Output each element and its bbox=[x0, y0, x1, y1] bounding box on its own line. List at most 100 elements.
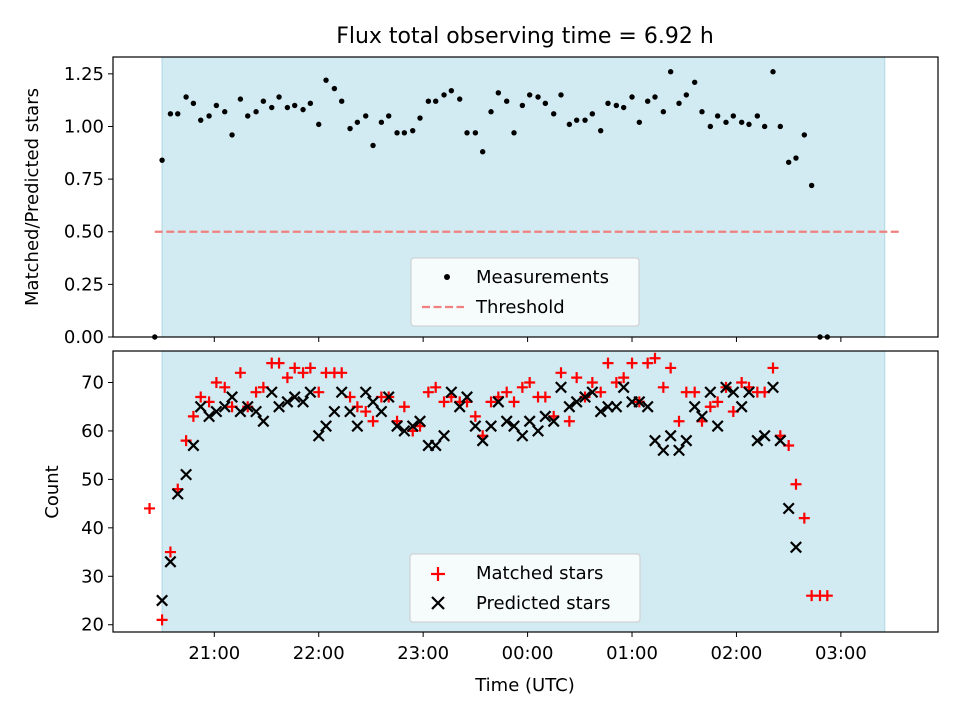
predicted-stars-point-22 bbox=[328, 405, 341, 418]
measurements-point-66 bbox=[667, 69, 674, 75]
measurements-point-48 bbox=[526, 92, 533, 98]
measurements-point-18 bbox=[292, 102, 298, 109]
matched-stars-point-86 bbox=[821, 590, 833, 602]
predicted-stars-point-58 bbox=[610, 400, 623, 413]
measurements-point-43 bbox=[488, 109, 494, 115]
measurements-point-60 bbox=[620, 104, 627, 111]
measurements-point-34 bbox=[417, 115, 423, 121]
measurements-point-27 bbox=[363, 113, 369, 119]
x-tick-label-2: 23:00 bbox=[397, 643, 449, 664]
matched-stars-point-71 bbox=[704, 401, 716, 413]
measurements-point-1 bbox=[159, 157, 165, 163]
measurements-point-30 bbox=[385, 113, 392, 119]
measurements-point-29 bbox=[378, 119, 385, 125]
matched-stars-point-0 bbox=[144, 502, 156, 514]
matched-stars-point-54 bbox=[571, 372, 583, 384]
predicted-stars-point-46 bbox=[516, 429, 529, 442]
measurements-point-9 bbox=[222, 109, 228, 115]
matched-stars-point-48 bbox=[524, 376, 536, 388]
matched-stars-point-20 bbox=[304, 362, 316, 374]
predicted-stars-point-12 bbox=[250, 405, 263, 418]
bottom-y-axis-label: Count bbox=[42, 465, 63, 518]
measurements-point-50 bbox=[542, 100, 549, 107]
measurements-point-76 bbox=[746, 121, 752, 128]
measurements-point-64 bbox=[652, 94, 658, 100]
predicted-stars-point-3 bbox=[180, 468, 193, 481]
chart-title: Flux total observing time = 6.92 h bbox=[336, 24, 714, 49]
matched-stars-point-82 bbox=[790, 478, 802, 490]
top-y-axis: 0.00 0.25 0.50 0.75 1.00 1.25 bbox=[64, 64, 113, 348]
measurements-point-35 bbox=[425, 98, 432, 104]
matched-stars-point-52 bbox=[555, 367, 567, 379]
predicted-stars-point-73 bbox=[727, 386, 740, 399]
measurements-point-51 bbox=[550, 111, 557, 117]
measurements-point-15 bbox=[269, 104, 275, 111]
measurements-point-40 bbox=[464, 130, 470, 136]
predicted-stars-point-43 bbox=[492, 395, 505, 408]
predicted-stars-point-1 bbox=[164, 555, 177, 568]
x-axis: 21:00 22:00 23:00 00:00 01:00 02:00 03:00 bbox=[188, 632, 867, 664]
predicted-stars-point-6 bbox=[203, 410, 216, 423]
matched-stars-point-65 bbox=[657, 381, 669, 393]
predicted-stars-point-63 bbox=[649, 434, 661, 447]
measurements-point-31 bbox=[394, 130, 400, 136]
measurements-point-82 bbox=[793, 155, 799, 161]
measurements-point-49 bbox=[535, 94, 541, 100]
predicted-stars-point-54 bbox=[579, 391, 592, 404]
top-x-ticks bbox=[213, 337, 842, 342]
measurements-point-2 bbox=[167, 111, 174, 117]
matched-stars-point-8 bbox=[210, 376, 222, 388]
measurements-point-42 bbox=[479, 149, 486, 155]
x-tick-label-1: 22:00 bbox=[293, 643, 345, 664]
top-panel: 0.00 0.25 0.50 0.75 1.00 1.25 Matched/Predict… bbox=[22, 56, 939, 348]
matched-stars-point-53 bbox=[563, 415, 575, 427]
measurements-point-5 bbox=[190, 100, 197, 107]
predicted-stars-point-14 bbox=[265, 386, 278, 399]
matched-stars-point-75 bbox=[736, 376, 748, 388]
matched-stars-point-57 bbox=[595, 386, 607, 398]
predicted-stars-point-80 bbox=[782, 502, 795, 515]
matched-stars-point-35 bbox=[422, 386, 434, 398]
matched-stars-point-2 bbox=[164, 546, 176, 558]
measurements-point-81 bbox=[785, 159, 792, 165]
predicted-stars-point-44 bbox=[500, 415, 513, 428]
matched-stars-point-43 bbox=[485, 396, 497, 408]
predicted-stars-point-41 bbox=[476, 434, 489, 447]
predicted-stars-point-64 bbox=[657, 444, 670, 457]
measurements-point-44 bbox=[495, 90, 502, 96]
matched-stars-point-46 bbox=[508, 396, 520, 408]
measurements-point-73 bbox=[723, 119, 729, 125]
predicted-stars-point-47 bbox=[523, 415, 536, 428]
y-tick-label-2: 40 bbox=[81, 518, 104, 539]
y-tick-label-3: 50 bbox=[81, 469, 104, 490]
predicted-stars-point-38 bbox=[453, 400, 466, 413]
matched-stars-point-83 bbox=[798, 512, 810, 524]
measurements-point-58 bbox=[605, 100, 611, 107]
measurements-point-23 bbox=[331, 85, 338, 92]
measurements-point-13 bbox=[253, 109, 259, 115]
measurements-point-57 bbox=[597, 127, 604, 134]
matched-stars-point-19 bbox=[297, 367, 309, 379]
measurements-point-61 bbox=[629, 94, 635, 100]
measurements-point-10 bbox=[229, 132, 235, 138]
predicted-stars-point-79 bbox=[774, 434, 787, 447]
matched-stars-point-50 bbox=[539, 391, 551, 403]
measurements-point-70 bbox=[699, 109, 705, 115]
matched-stars-point-5 bbox=[187, 410, 199, 422]
matched-stars-point-28 bbox=[367, 415, 379, 427]
y-tick-label-4: 1.00 bbox=[64, 116, 104, 137]
measurements-point-75 bbox=[738, 119, 745, 125]
predicted-stars-point-2 bbox=[171, 487, 184, 500]
measurements-point-11 bbox=[237, 96, 244, 102]
measurements-point-77 bbox=[754, 113, 761, 119]
predicted-stars-point-49 bbox=[539, 410, 552, 423]
measurements-point-20 bbox=[307, 100, 314, 107]
bottom-legend-box bbox=[409, 553, 641, 623]
matched-stars-legend-marker bbox=[431, 567, 445, 581]
predicted-stars-point-7 bbox=[210, 405, 223, 418]
matched-stars-point-56 bbox=[586, 376, 598, 388]
measurements-point-69 bbox=[691, 79, 698, 85]
measurements-point-28 bbox=[370, 142, 376, 149]
bottom-panel: 20 30 40 50 60 70 21:00 22:00 23:00 00:00 01:00 02… bbox=[42, 350, 939, 696]
x-tick-label-5: 02:00 bbox=[711, 643, 763, 664]
